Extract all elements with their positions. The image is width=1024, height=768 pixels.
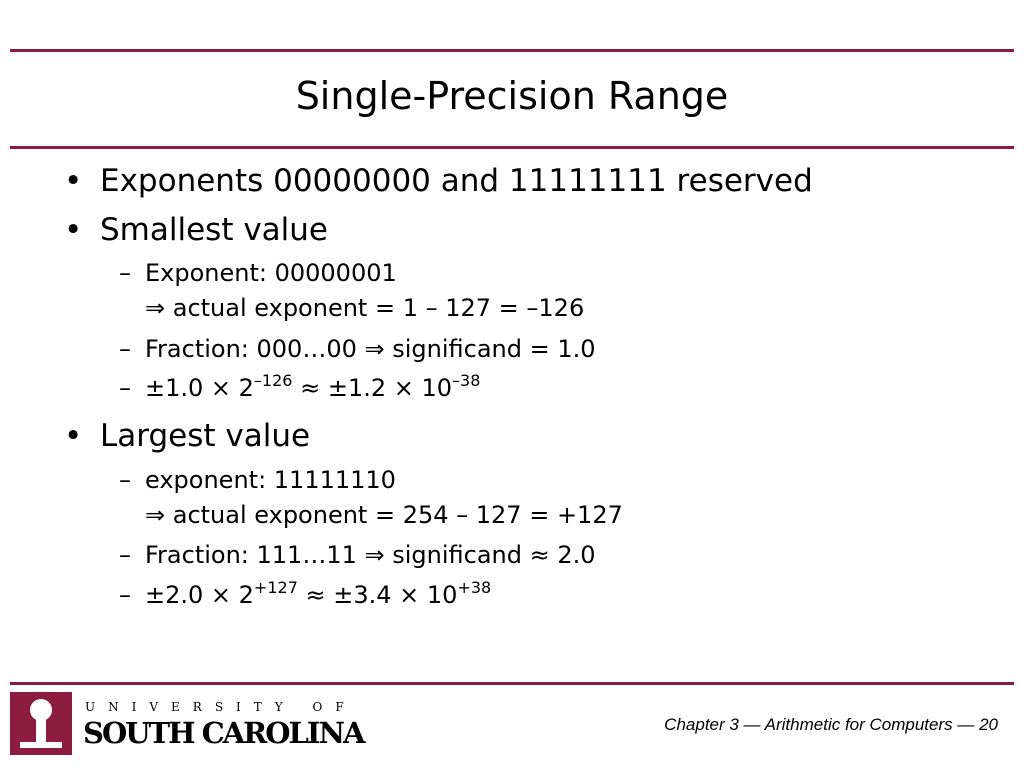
sub-bullet: Exponent: 00000001 (119, 258, 397, 288)
top-rule (10, 49, 1014, 52)
superscript: –126 (253, 371, 293, 390)
sub-bullet: ±1.0 × 2–126 ≈ ±1.2 × 10–38 (119, 371, 481, 404)
text: ±1.0 × 2 (145, 374, 254, 402)
logo-emblem (10, 692, 72, 755)
sub-bullet-line: ⇒ actual exponent = 254 – 127 = +127 (145, 501, 623, 529)
bullet: Largest value (64, 418, 310, 454)
logo-top-text: UNIVERSITY OF (85, 700, 357, 714)
slide-title: Single-Precision Range (295, 74, 729, 118)
footer-rule (10, 682, 1014, 685)
sub-bullet: ±2.0 × 2+127 ≈ ±3.4 × 10+38 (119, 578, 492, 611)
superscript: +38 (457, 578, 492, 597)
superscript: +127 (253, 578, 298, 597)
text: ≈ ±3.4 × 10 (297, 581, 458, 609)
bullet: Smallest value (64, 212, 328, 248)
emblem-art (20, 699, 62, 748)
text: ≈ ±1.2 × 10 (292, 374, 453, 402)
sub-bullet: Fraction: 111…11 ⇒ significand ≈ 2.0 (119, 540, 595, 570)
title-rule (10, 146, 1014, 149)
sub-bullet-line: ⇒ actual exponent = 1 – 127 = –126 (145, 294, 585, 322)
superscript: –38 (452, 371, 481, 390)
bullet: Exponents 00000000 and 11111111 reserved (64, 163, 813, 199)
sub-bullet: exponent: 11111110 (119, 465, 396, 495)
sub-bullet: Fraction: 000…00 ⇒ significand = 1.0 (119, 334, 595, 364)
text: ±2.0 × 2 (145, 581, 254, 609)
logo-bottom-text: SOUTH CAROLINA (83, 716, 365, 750)
footer-caption: Chapter 3 — Arithmetic for Computers — 2… (664, 715, 998, 734)
